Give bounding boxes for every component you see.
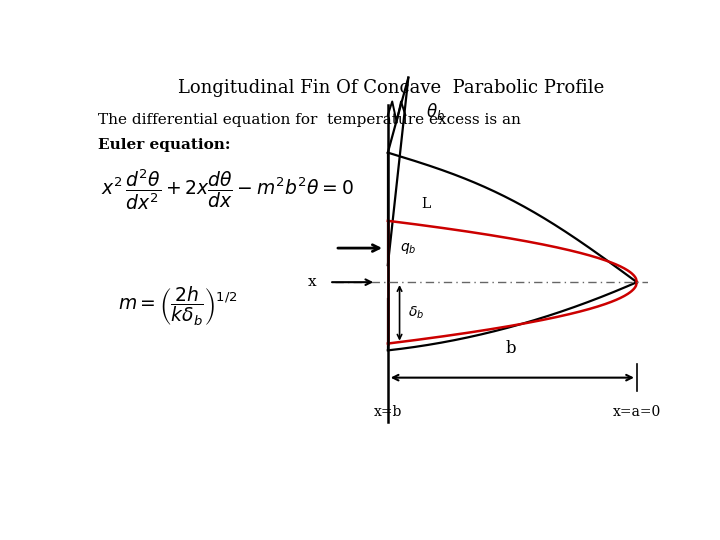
Text: The differential equation for  temperature excess is an: The differential equation for temperatur…: [99, 113, 521, 126]
Text: x=a=0: x=a=0: [613, 405, 661, 418]
Text: $q_b$: $q_b$: [400, 241, 416, 255]
Text: $\theta_b$: $\theta_b$: [426, 101, 445, 122]
Text: Euler equation:: Euler equation:: [99, 138, 231, 152]
Text: b: b: [505, 340, 516, 357]
Text: Longitudinal Fin Of Concave  Parabolic Profile: Longitudinal Fin Of Concave Parabolic Pr…: [178, 79, 605, 97]
Text: x=b: x=b: [374, 405, 402, 418]
Text: L: L: [421, 197, 431, 211]
Text: $m=\left(\dfrac{2h}{k\delta_{b}}\right)^{1/2}$: $m=\left(\dfrac{2h}{k\delta_{b}}\right)^…: [118, 285, 238, 328]
Text: $x^{2}\,\dfrac{d^{2}\theta}{dx^{2}}+2x\dfrac{d\theta}{dx}-m^{2}b^{2}\theta=0$: $x^{2}\,\dfrac{d^{2}\theta}{dx^{2}}+2x\d…: [101, 167, 354, 212]
Text: x: x: [307, 275, 316, 289]
Text: $\delta_b$: $\delta_b$: [408, 305, 425, 321]
